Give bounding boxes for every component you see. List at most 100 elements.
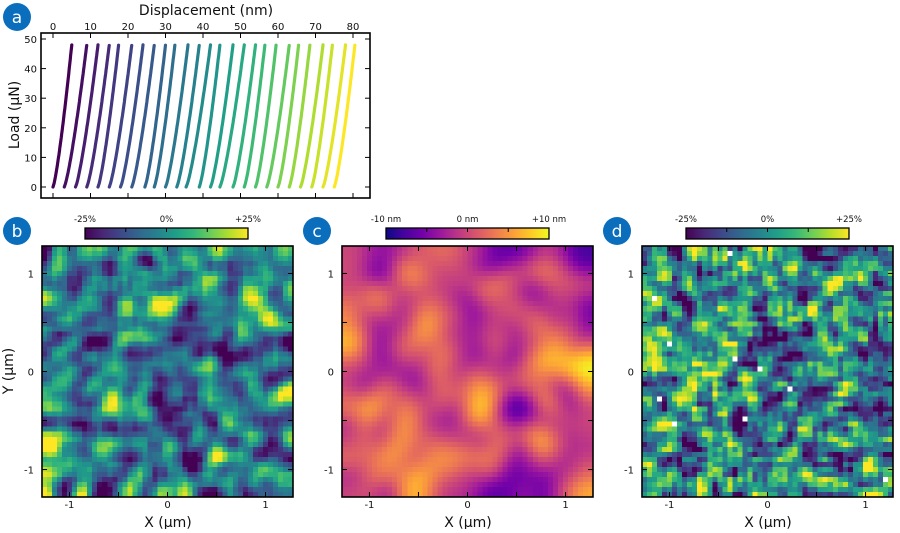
heatmap-pixel (152, 321, 157, 326)
heatmap-pixel (402, 482, 407, 487)
heatmap-pixel (52, 447, 57, 452)
heatmap-pixel (347, 341, 352, 346)
heatmap-pixel (493, 251, 498, 256)
heatmap-pixel (223, 261, 228, 266)
heatmap-pixel (243, 256, 248, 261)
heatmap-pixel (462, 356, 467, 361)
heatmap-pixel (457, 281, 462, 286)
heatmap-pixel (173, 402, 178, 407)
heatmap-pixel (57, 321, 62, 326)
heatmap-pixel (157, 311, 162, 316)
heatmap-pixel (442, 281, 447, 286)
heatmap-pixel (583, 266, 588, 271)
heatmap-pixel (132, 437, 137, 442)
heatmap-pixel (117, 336, 122, 341)
heatmap-pixel (268, 316, 273, 321)
heatmap-pixel (568, 472, 573, 477)
heatmap-pixel (213, 291, 218, 296)
heatmap-pixel (178, 281, 183, 286)
heatmap-pixel (258, 387, 263, 392)
heatmap-pixel (147, 276, 152, 281)
heatmap-pixel (437, 477, 442, 482)
heatmap-pixel (178, 306, 183, 311)
heatmap-pixel (553, 477, 558, 482)
heatmap-pixel (478, 311, 483, 316)
heatmap-pixel (493, 432, 498, 437)
heatmap-pixel (352, 377, 357, 382)
heatmap-pixel (382, 382, 387, 387)
heatmap-pixel (397, 442, 402, 447)
heatmap-pixel (422, 276, 427, 281)
heatmap-pixel (563, 382, 568, 387)
heatmap-pixel (488, 366, 493, 371)
heatmap-pixel (352, 427, 357, 432)
heatmap-pixel (503, 336, 508, 341)
heatmap-pixel (238, 281, 243, 286)
heatmap-pixel (223, 487, 228, 492)
heatmap-pixel (583, 372, 588, 377)
heatmap-pixel (432, 432, 437, 437)
heatmap-pixel (573, 377, 578, 382)
heatmap-pixel (268, 437, 273, 442)
heatmap-pixel (578, 422, 583, 427)
heatmap-pixel (523, 256, 528, 261)
heatmap-pixel (147, 281, 152, 286)
heatmap-pixel (62, 346, 67, 351)
heatmap-pixel (427, 321, 432, 326)
heatmap-pixel (392, 437, 397, 442)
heatmap-pixel (243, 477, 248, 482)
heatmap-pixel (548, 326, 553, 331)
heatmap-pixel (248, 442, 253, 447)
heatmap-pixel (568, 366, 573, 371)
heatmap-pixel (52, 271, 57, 276)
heatmap-pixel (218, 351, 223, 356)
heatmap-pixel (203, 432, 208, 437)
heatmap-pixel (422, 306, 427, 311)
heatmap-pixel (493, 266, 498, 271)
heatmap-pixel (457, 377, 462, 382)
heatmap-pixel (107, 412, 112, 417)
heatmap-pixel (127, 437, 132, 442)
heatmap-pixel (447, 341, 452, 346)
heatmap-pixel (488, 442, 493, 447)
heatmap-pixel (228, 351, 233, 356)
heatmap-pixel (248, 296, 253, 301)
heatmap-pixel (437, 467, 442, 472)
heatmap-pixel (543, 361, 548, 366)
heatmap-pixel (107, 407, 112, 412)
heatmap-pixel (513, 427, 518, 432)
heatmap-pixel (213, 452, 218, 457)
heatmap-pixel (228, 321, 233, 326)
heatmap-pixel (142, 462, 147, 467)
heatmap-pixel (417, 372, 422, 377)
heatmap-pixel (152, 402, 157, 407)
heatmap-pixel (397, 387, 402, 392)
heatmap-pixel (92, 397, 97, 402)
heatmap-pixel (82, 336, 87, 341)
heatmap-pixel (178, 427, 183, 432)
heatmap-pixel (578, 296, 583, 301)
heatmap-pixel (112, 442, 117, 447)
heatmap-pixel (132, 291, 137, 296)
heatmap-pixel (218, 467, 223, 472)
heatmap-pixel (72, 402, 77, 407)
heatmap-pixel (468, 266, 473, 271)
heatmap-pixel (57, 487, 62, 492)
heatmap-pixel (543, 392, 548, 397)
heatmap-pixel (127, 392, 132, 397)
heatmap-pixel (157, 407, 162, 412)
heatmap-pixel (422, 351, 427, 356)
heatmap-pixel (563, 397, 568, 402)
heatmap-pixel (442, 377, 447, 382)
heatmap-pixel (132, 341, 137, 346)
heatmap-pixel (273, 346, 278, 351)
heatmap-pixel (352, 266, 357, 271)
heatmap-pixel (168, 321, 173, 326)
heatmap-pixel (162, 377, 167, 382)
heatmap-pixel (543, 422, 548, 427)
heatmap-pixel (402, 341, 407, 346)
heatmap-pixel (382, 437, 387, 442)
heatmap-pixel (377, 366, 382, 371)
heatmap-pixel (107, 366, 112, 371)
heatmap-pixel (228, 256, 233, 261)
